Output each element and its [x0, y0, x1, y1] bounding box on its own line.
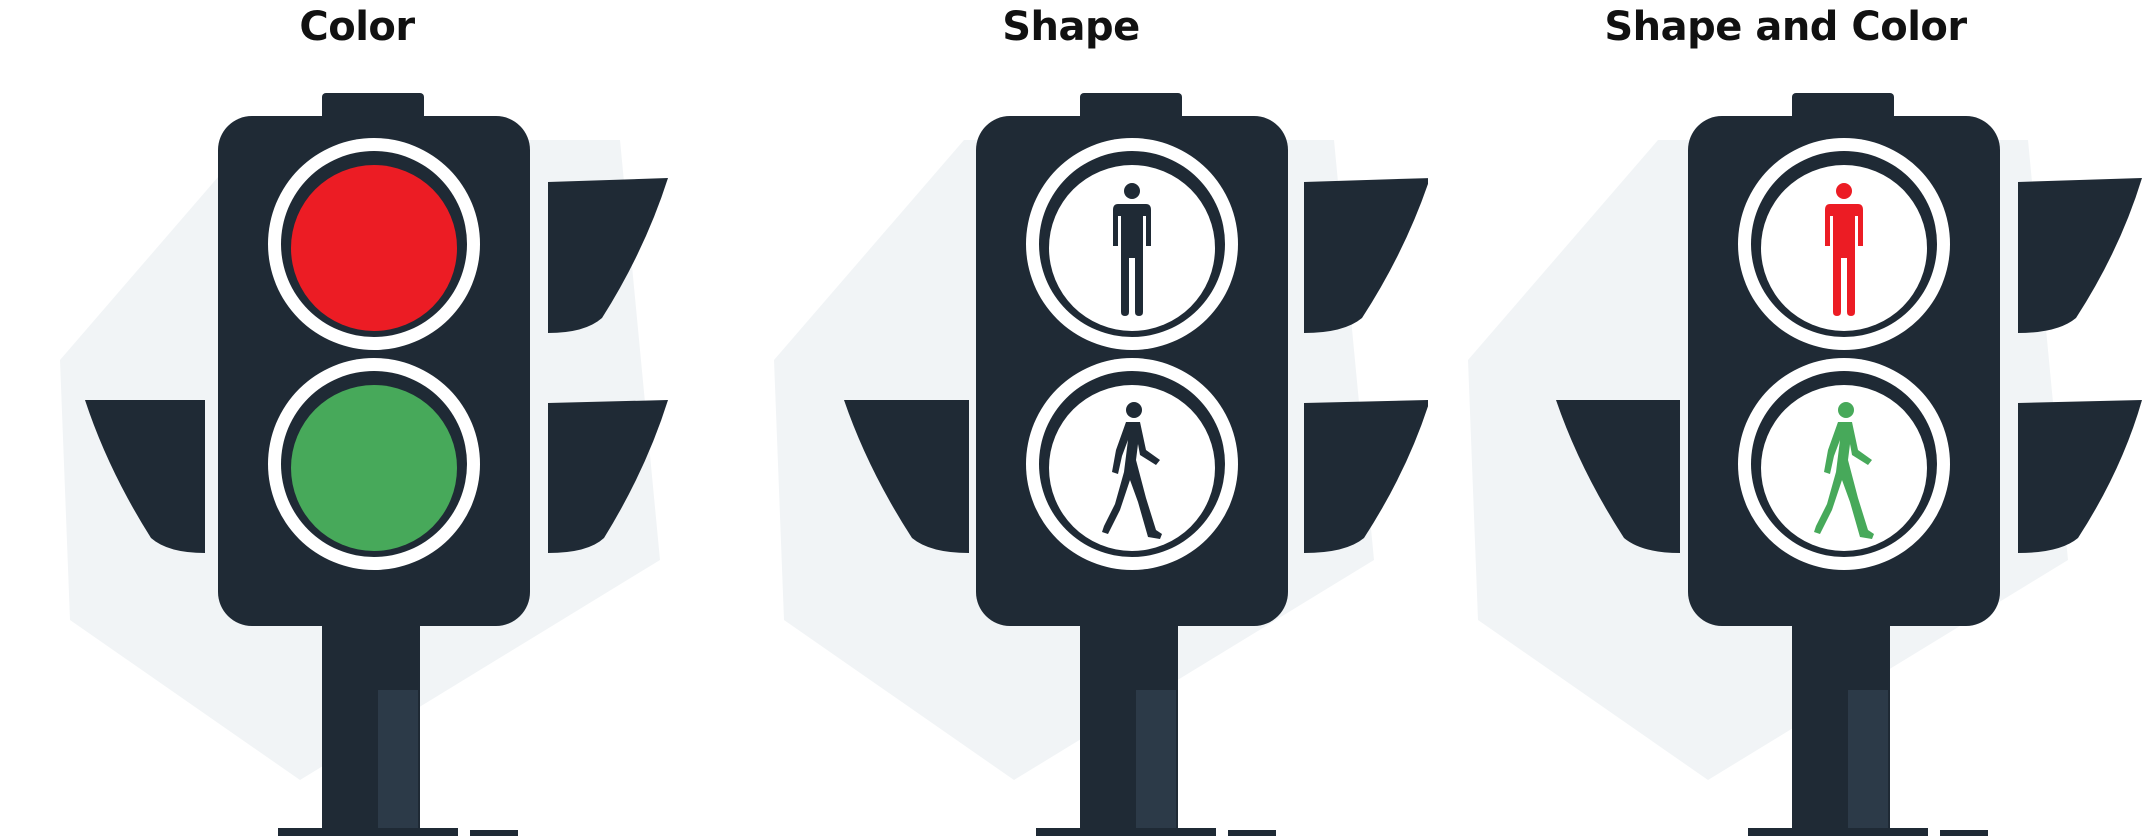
- lower-left-visor: [1556, 400, 1680, 553]
- panel-color: Color: [0, 0, 714, 840]
- base-dash: [1940, 830, 1988, 836]
- base-dash: [1228, 830, 1276, 836]
- panel-title-shape-and-color: Shape and Color: [1604, 4, 1967, 50]
- lower-left-visor: [844, 400, 969, 553]
- pole-highlight: [1848, 690, 1888, 832]
- panel-title-shape: Shape: [1002, 4, 1140, 50]
- upper-right-visor: [2018, 178, 2142, 333]
- pole-highlight: [1136, 690, 1176, 832]
- lower-right-visor: [2018, 400, 2142, 553]
- panel-shape: Shape: [714, 0, 1428, 840]
- panel-title-color: Color: [299, 4, 415, 50]
- pole-base: [1036, 828, 1216, 836]
- shape-and-color-traffic-light-illustration: [1468, 93, 2142, 836]
- pole-highlight: [378, 690, 418, 832]
- lower-right-visor: [548, 400, 668, 553]
- upper-right-visor: [548, 178, 668, 333]
- red-light: [291, 165, 457, 331]
- lower-left-visor: [85, 400, 205, 553]
- pole-base: [1748, 828, 1928, 836]
- lower-right-visor: [1304, 400, 1428, 553]
- upper-right-visor: [1304, 178, 1428, 333]
- color-traffic-light-illustration: [60, 93, 668, 836]
- base-dash: [470, 830, 518, 836]
- pole-base: [278, 828, 458, 836]
- shape-traffic-light-illustration: [774, 93, 1428, 836]
- green-light: [291, 385, 457, 551]
- panel-shape-and-color: Shape and Color: [1428, 0, 2143, 840]
